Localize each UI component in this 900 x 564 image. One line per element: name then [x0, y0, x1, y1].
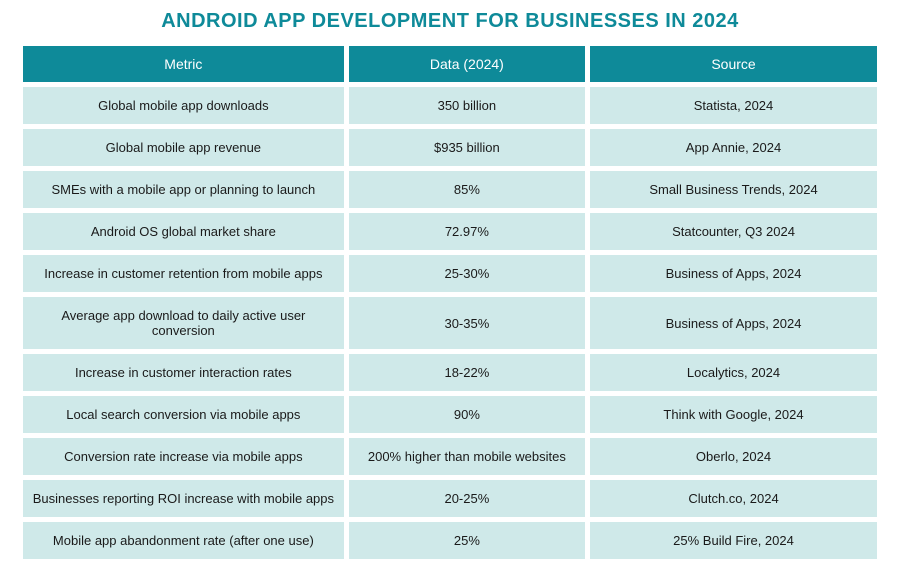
table-row: Increase in customer interaction rates18… — [23, 354, 877, 391]
cell-data: 18-22% — [349, 354, 585, 391]
table-row: SMEs with a mobile app or planning to la… — [23, 171, 877, 208]
table-row: Android OS global market share72.97%Stat… — [23, 213, 877, 250]
table-row: Conversion rate increase via mobile apps… — [23, 438, 877, 475]
cell-metric: Conversion rate increase via mobile apps — [23, 438, 344, 475]
cell-metric: Mobile app abandonment rate (after one u… — [23, 522, 344, 559]
cell-data: 25-30% — [349, 255, 585, 292]
cell-data: 72.97% — [349, 213, 585, 250]
cell-source: Statista, 2024 — [590, 87, 877, 124]
table-row: Businesses reporting ROI increase with m… — [23, 480, 877, 517]
cell-source: Think with Google, 2024 — [590, 396, 877, 433]
stats-table: Metric Data (2024) Source Global mobile … — [18, 41, 882, 564]
cell-metric: Global mobile app downloads — [23, 87, 344, 124]
cell-data: 350 billion — [349, 87, 585, 124]
cell-data: 30-35% — [349, 297, 585, 349]
cell-source: 25% Build Fire, 2024 — [590, 522, 877, 559]
table-row: Average app download to daily active use… — [23, 297, 877, 349]
page-title: ANDROID APP DEVELOPMENT FOR BUSINESSES I… — [18, 10, 882, 33]
table-row: Local search conversion via mobile apps9… — [23, 396, 877, 433]
table-body: Global mobile app downloads350 billionSt… — [23, 87, 877, 559]
col-metric: Metric — [23, 46, 344, 82]
col-data: Data (2024) — [349, 46, 585, 82]
cell-data: 200% higher than mobile websites — [349, 438, 585, 475]
cell-data: 25% — [349, 522, 585, 559]
cell-data: 85% — [349, 171, 585, 208]
cell-metric: Local search conversion via mobile apps — [23, 396, 344, 433]
cell-source: Business of Apps, 2024 — [590, 255, 877, 292]
cell-source: Oberlo, 2024 — [590, 438, 877, 475]
cell-data: 90% — [349, 396, 585, 433]
cell-metric: SMEs with a mobile app or planning to la… — [23, 171, 344, 208]
cell-source: Clutch.co, 2024 — [590, 480, 877, 517]
table-header-row: Metric Data (2024) Source — [23, 46, 877, 82]
cell-source: Statcounter, Q3 2024 — [590, 213, 877, 250]
cell-data: $935 billion — [349, 129, 585, 166]
table-row: Increase in customer retention from mobi… — [23, 255, 877, 292]
cell-source: App Annie, 2024 — [590, 129, 877, 166]
cell-metric: Increase in customer retention from mobi… — [23, 255, 344, 292]
cell-metric: Businesses reporting ROI increase with m… — [23, 480, 344, 517]
cell-data: 20-25% — [349, 480, 585, 517]
table-row: Global mobile app downloads350 billionSt… — [23, 87, 877, 124]
cell-source: Localytics, 2024 — [590, 354, 877, 391]
cell-metric: Increase in customer interaction rates — [23, 354, 344, 391]
col-source: Source — [590, 46, 877, 82]
cell-metric: Average app download to daily active use… — [23, 297, 344, 349]
table-row: Mobile app abandonment rate (after one u… — [23, 522, 877, 559]
cell-source: Business of Apps, 2024 — [590, 297, 877, 349]
cell-metric: Global mobile app revenue — [23, 129, 344, 166]
cell-source: Small Business Trends, 2024 — [590, 171, 877, 208]
cell-metric: Android OS global market share — [23, 213, 344, 250]
table-row: Global mobile app revenue$935 billionApp… — [23, 129, 877, 166]
